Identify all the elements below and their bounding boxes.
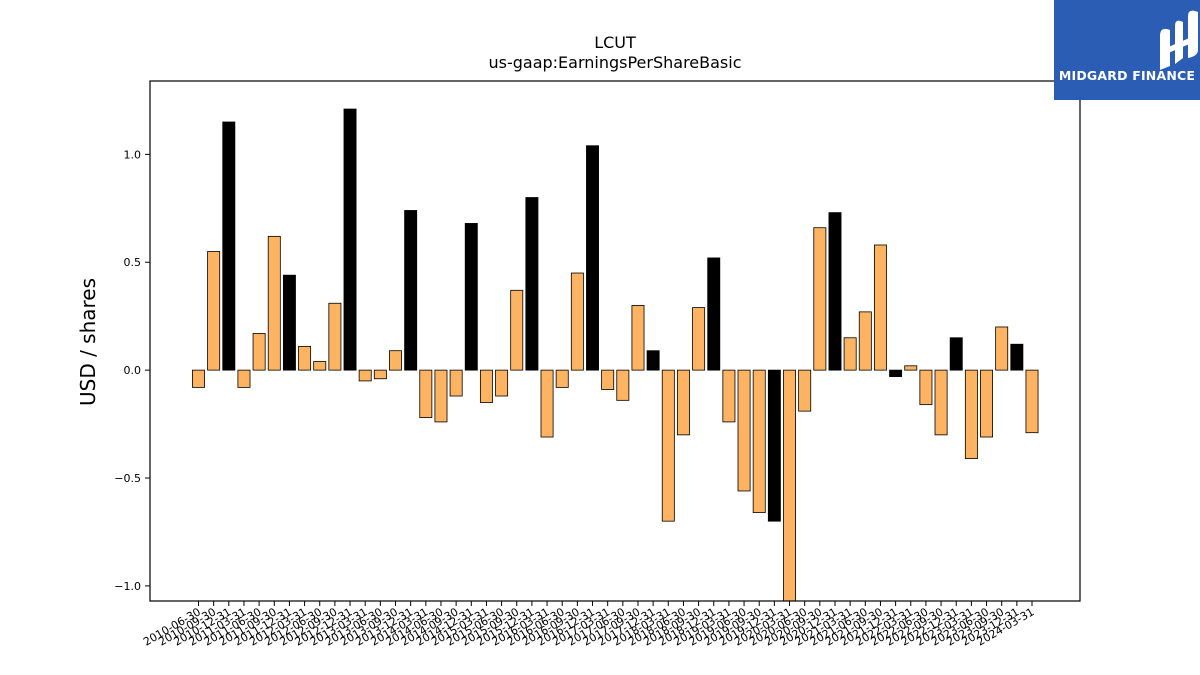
y-tick-label: −1.0 <box>114 580 141 593</box>
bar-2017-09-30 <box>631 304 645 371</box>
bar-2012-09-30 <box>328 302 342 371</box>
bar-2011-12-31 <box>282 274 296 371</box>
bar-2012-06-30 <box>313 361 327 371</box>
bar-2022-03-31 <box>904 365 918 371</box>
bar-2010-09-30 <box>207 251 221 371</box>
bar-2012-12-31 <box>343 108 357 371</box>
bar-2019-06-30 <box>737 369 751 492</box>
x-axis: 2010-06-302010-09-302010-12-312011-03-31… <box>141 601 1037 649</box>
bar-2015-09-30 <box>510 289 524 371</box>
bar-2014-12-31 <box>464 223 478 371</box>
bar-2022-12-31 <box>949 337 963 371</box>
bar-2016-03-31 <box>540 369 554 438</box>
bar-2011-03-31 <box>237 369 251 388</box>
bar-2018-12-31 <box>707 257 721 371</box>
logo-mark-icon <box>1160 10 1198 70</box>
midgard-finance-logo: MIDGARD FINANCE <box>1054 0 1200 100</box>
bar-2023-09-30 <box>995 326 1009 371</box>
bar-2021-09-30 <box>873 244 887 371</box>
bar-2019-12-31 <box>767 369 781 522</box>
bar-2010-12-31 <box>222 121 236 371</box>
bar-2012-03-31 <box>298 345 312 371</box>
bar-2022-06-30 <box>919 369 933 406</box>
bar-2018-09-30 <box>692 307 706 371</box>
bar-2014-06-30 <box>434 369 448 423</box>
bar-2016-06-30 <box>555 369 569 388</box>
bar-2018-03-31 <box>661 369 675 522</box>
bar-2013-09-30 <box>389 350 402 371</box>
bar-2021-12-31 <box>889 369 903 378</box>
bar-2011-06-30 <box>252 333 266 371</box>
bar-2017-03-31 <box>601 369 615 390</box>
bar-2016-12-31 <box>586 145 599 371</box>
y-axis-label: USD / shares <box>76 278 100 406</box>
bar-2014-03-31 <box>419 369 433 419</box>
bar-2019-03-31 <box>722 369 736 423</box>
bar-2017-06-30 <box>616 369 630 401</box>
bar-2023-03-31 <box>964 369 978 459</box>
logo-text: MIDGARD FINANCE <box>1058 68 1196 83</box>
bar-2020-09-30 <box>813 227 827 371</box>
y-axis: −1.0 −0.5 0.0 0.5 1.0 <box>114 148 150 593</box>
y-tick-label: 0.0 <box>124 364 142 377</box>
bar-2015-06-30 <box>495 369 509 397</box>
bar-2015-03-31 <box>479 369 493 403</box>
bar-2020-03-31 <box>783 369 796 602</box>
bar-2010-06-30 <box>192 369 205 388</box>
bar-2020-12-31 <box>828 212 842 371</box>
y-tick-label: 0.5 <box>124 256 142 269</box>
bar-2013-06-30 <box>373 369 387 380</box>
bar-2020-06-30 <box>798 369 812 412</box>
chart-subtitle: us-gaap:EarningsPerShareBasic <box>488 53 741 72</box>
y-tick-label: −0.5 <box>114 472 141 485</box>
bar-2018-06-30 <box>676 369 690 436</box>
y-tick-label: 1.0 <box>124 148 142 161</box>
bar-2023-06-30 <box>980 369 993 438</box>
bar-2016-09-30 <box>570 272 584 371</box>
bar-2021-03-31 <box>843 337 857 371</box>
bar-2013-03-31 <box>358 369 372 382</box>
bar-2015-12-31 <box>525 197 539 371</box>
bars-group <box>192 108 1039 602</box>
bar-2021-06-30 <box>858 311 872 371</box>
bar-2017-12-31 <box>646 350 660 371</box>
bar-2019-09-30 <box>752 369 766 513</box>
chart-title: LCUT <box>594 33 636 52</box>
plot-frame <box>149 80 1081 602</box>
bar-2013-12-31 <box>404 210 418 371</box>
bar-2011-09-30 <box>267 235 281 371</box>
bar-2024-03-31 <box>1025 369 1039 434</box>
bar-2022-09-30 <box>934 369 948 436</box>
bar-2023-12-31 <box>1010 343 1024 371</box>
bar-2014-09-30 <box>449 369 463 397</box>
